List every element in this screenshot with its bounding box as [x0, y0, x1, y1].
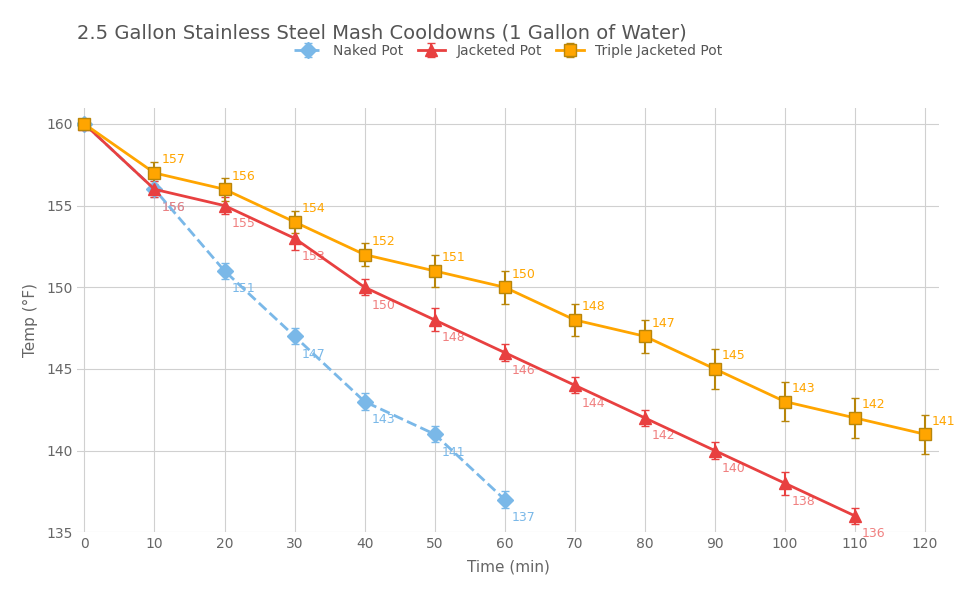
Text: 141: 141	[932, 414, 955, 428]
Text: 152: 152	[372, 235, 395, 248]
Text: 150: 150	[372, 298, 396, 312]
Text: 156: 156	[231, 170, 256, 183]
Text: 144: 144	[582, 396, 605, 410]
X-axis label: Time (min): Time (min)	[467, 559, 550, 575]
Y-axis label: Temp (°F): Temp (°F)	[22, 283, 38, 357]
Text: 148: 148	[582, 300, 606, 313]
Text: 138: 138	[792, 495, 816, 508]
Text: 151: 151	[231, 282, 256, 295]
Text: 141: 141	[441, 446, 466, 459]
Text: 155: 155	[231, 217, 256, 230]
Text: 147: 147	[302, 347, 325, 361]
Text: 154: 154	[302, 202, 325, 215]
Text: 151: 151	[441, 251, 466, 264]
Text: 156: 156	[162, 201, 185, 213]
Text: 140: 140	[722, 462, 745, 475]
Text: 146: 146	[512, 364, 535, 377]
Text: 137: 137	[512, 511, 535, 524]
Text: 136: 136	[862, 527, 886, 541]
Text: 143: 143	[792, 382, 815, 395]
Text: 150: 150	[512, 268, 535, 280]
Text: 145: 145	[722, 349, 745, 362]
Text: 156: 156	[162, 201, 185, 213]
Text: 2.5 Gallon Stainless Steel Mash Cooldowns (1 Gallon of Water): 2.5 Gallon Stainless Steel Mash Cooldown…	[77, 23, 687, 42]
Text: 143: 143	[372, 413, 395, 426]
Text: 147: 147	[651, 317, 676, 329]
Text: 142: 142	[651, 429, 676, 443]
Text: 157: 157	[162, 154, 185, 166]
Text: 142: 142	[862, 398, 886, 411]
Legend: Naked Pot, Jacketed Pot, Triple Jacketed Pot: Naked Pot, Jacketed Pot, Triple Jacketed…	[288, 38, 728, 63]
Text: 153: 153	[302, 250, 325, 263]
Text: 148: 148	[441, 331, 466, 344]
